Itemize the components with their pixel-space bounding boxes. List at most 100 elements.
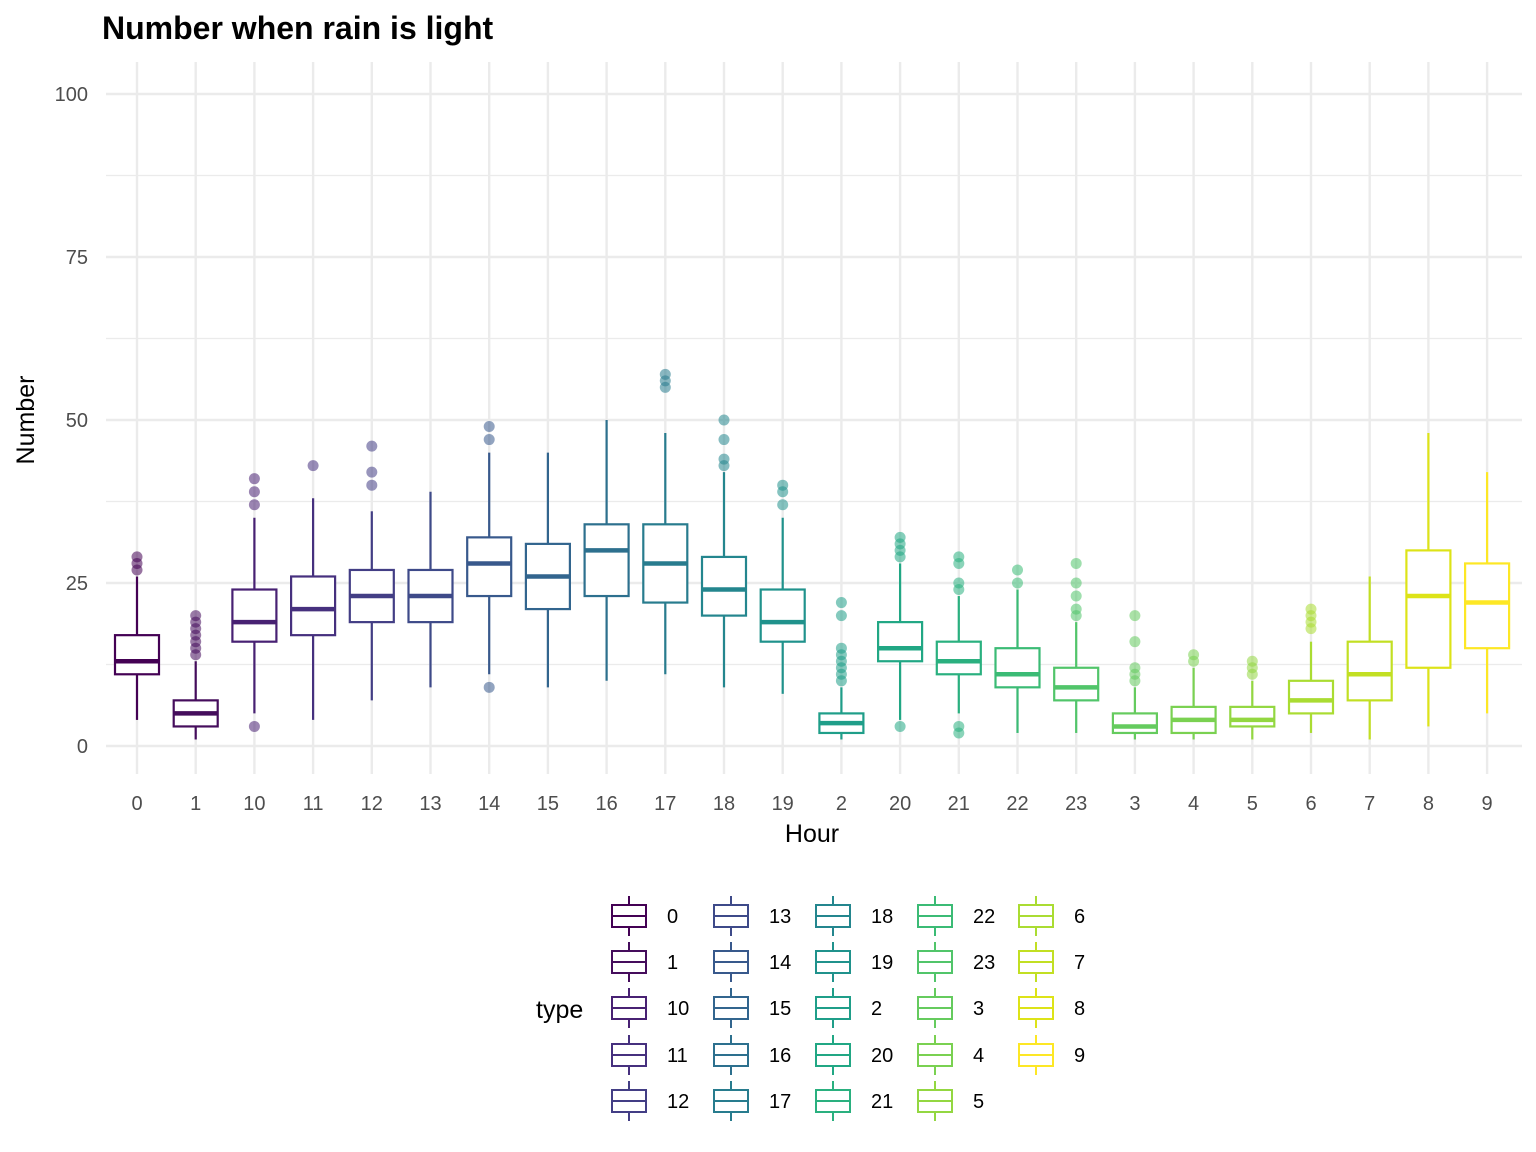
outlier-point [1070, 603, 1082, 615]
outlier-point [248, 486, 260, 498]
box-22 [994, 564, 1041, 733]
box-iqr [700, 555, 748, 617]
x-tick-label: 15 [537, 793, 559, 815]
outlier-point [835, 597, 847, 609]
y-tick-label: 50 [66, 410, 88, 432]
outlier-point [953, 720, 965, 732]
outlier-point [307, 460, 319, 472]
box-13 [407, 491, 454, 688]
box-iqr [1463, 562, 1511, 650]
outlier-point [835, 610, 847, 622]
legend-item-22: 22 [917, 896, 995, 936]
legend-label: 17 [769, 1091, 791, 1113]
box-iqr [231, 588, 278, 643]
x-tick-label: 4 [1188, 793, 1199, 815]
y-tick-label: 75 [66, 247, 88, 269]
box-iqr [1405, 549, 1452, 669]
y-tick-label: 0 [77, 736, 88, 758]
x-tick-label: 11 [303, 793, 324, 815]
legend-item-11: 11 [611, 1035, 688, 1075]
x-tick-label: 13 [419, 793, 441, 815]
outlier-point [483, 434, 495, 446]
box-series [113, 368, 1511, 740]
legend-label: 8 [1074, 998, 1085, 1020]
x-tick-label: 20 [889, 793, 911, 815]
box-8 [1405, 433, 1452, 727]
box-5 [1229, 655, 1276, 740]
box-iqr [1346, 640, 1393, 702]
legend-item-20: 20 [815, 1035, 893, 1075]
box-14 [466, 421, 513, 693]
x-axis-ticks: 0 1 10 11 12 13 14 15 16 17 18 19 2 20 21 22 23 3 4 5 6 7 8 9 [131, 793, 1492, 815]
x-tick-label: 8 [1423, 793, 1434, 815]
legend-label: 6 [1074, 906, 1085, 928]
box-iqr [1229, 705, 1276, 728]
legend-label: 13 [769, 906, 791, 928]
x-tick-label: 18 [713, 793, 735, 815]
x-tick-label: 3 [1129, 793, 1140, 815]
legend-label: 16 [769, 1045, 791, 1067]
x-tick-label: 1 [190, 793, 201, 815]
legend-label: 3 [973, 998, 984, 1020]
box-11 [290, 460, 337, 720]
legend-item-18: 18 [815, 896, 893, 936]
legend-item-16: 16 [713, 1035, 791, 1075]
box-15 [524, 452, 572, 688]
legend-label: 15 [769, 998, 791, 1020]
box-iqr [876, 621, 924, 663]
outlier-point [1070, 590, 1082, 602]
outlier-point [1305, 603, 1317, 615]
box-iqr [994, 647, 1041, 689]
outlier-point [953, 577, 965, 589]
x-tick-label: 2 [836, 793, 847, 815]
x-tick-label: 22 [1006, 793, 1028, 815]
outlier-point [777, 499, 789, 511]
legend-label: 20 [871, 1045, 893, 1067]
x-tick-label: 7 [1364, 793, 1375, 815]
legend-label: 10 [667, 998, 689, 1020]
legend-item-21: 21 [815, 1081, 893, 1121]
x-tick-label: 10 [243, 793, 265, 815]
legend-item-3: 3 [917, 988, 984, 1028]
outlier-point [1012, 577, 1023, 589]
x-tick-label: 12 [361, 793, 383, 815]
outlier-point [1188, 649, 1200, 661]
legend-label: 21 [871, 1091, 893, 1113]
legend-label: 12 [667, 1091, 689, 1113]
outlier-point [777, 479, 789, 491]
legend-label: 1 [667, 952, 678, 974]
box-4 [1170, 649, 1217, 740]
outlier-point [953, 551, 965, 563]
legend-item-15: 15 [713, 988, 791, 1028]
box-iqr [1053, 666, 1100, 702]
x-tick-label: 9 [1482, 793, 1493, 815]
outlier-point [248, 499, 260, 511]
legend-item-2: 2 [815, 988, 882, 1028]
legend-item-13: 13 [713, 896, 791, 936]
legend-label: 5 [973, 1091, 984, 1113]
outlier-point [1129, 610, 1141, 622]
box-20 [876, 531, 924, 732]
box-1 [172, 610, 219, 740]
x-tick-label: 5 [1247, 793, 1258, 815]
outlier-point [1070, 557, 1082, 569]
legend-label: 4 [973, 1045, 984, 1067]
outlier-point [894, 720, 906, 732]
outlier-point [131, 551, 143, 563]
x-tick-label: 21 [948, 793, 970, 815]
box-iqr [113, 634, 161, 676]
outlier-point [1070, 577, 1082, 589]
outlier-point [248, 473, 260, 485]
legend-label: 9 [1074, 1045, 1085, 1067]
box-10 [231, 473, 278, 732]
box-2 [818, 597, 865, 740]
legend-item-6: 6 [1018, 896, 1085, 936]
box-6 [1287, 603, 1335, 733]
box-iqr [1111, 712, 1159, 735]
box-0 [113, 551, 161, 720]
legend-item-0: 0 [611, 896, 678, 936]
outlier-point [718, 453, 730, 465]
legend-label: 18 [871, 906, 893, 928]
box-18 [700, 414, 748, 688]
